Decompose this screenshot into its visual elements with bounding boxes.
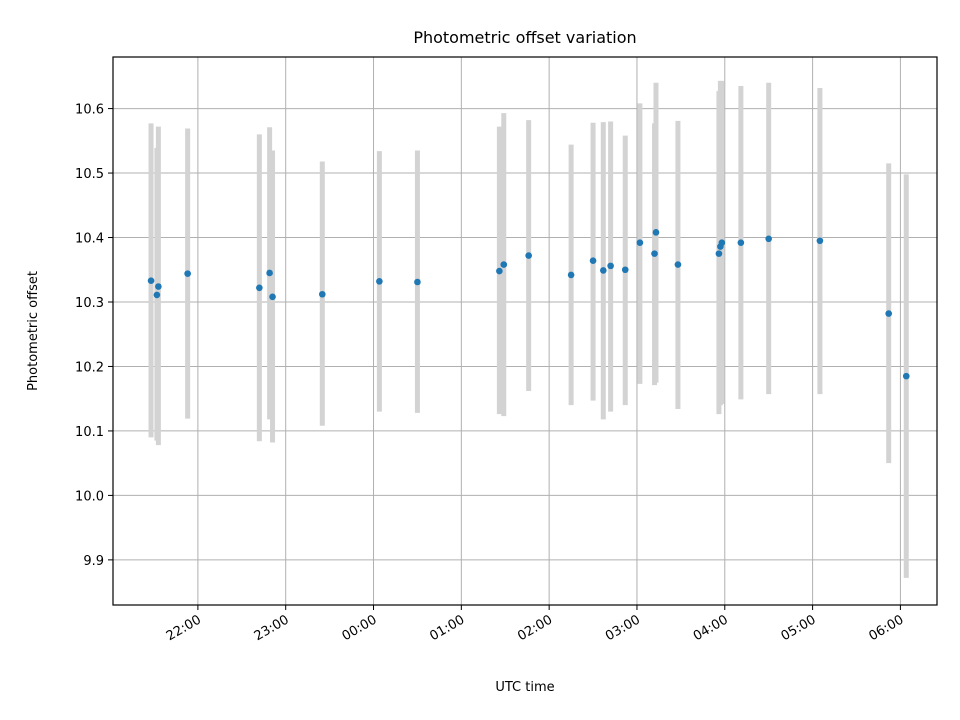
data-point [652, 229, 660, 236]
data-point [607, 262, 614, 270]
plot-frame [112, 56, 938, 606]
data-point [902, 372, 910, 380]
y-tick-label: 10.1 [75, 425, 104, 440]
data-point [155, 283, 162, 290]
data-point [376, 278, 383, 285]
data-point [496, 267, 503, 275]
data-point [266, 269, 273, 277]
data-point [765, 235, 772, 243]
data-point [636, 239, 644, 246]
x-axis-label: UTC time [495, 680, 554, 695]
data-point [718, 239, 726, 246]
grid-layer [113, 57, 937, 605]
data-point [525, 252, 532, 259]
data-point [715, 250, 723, 257]
data-point [567, 271, 575, 279]
data-point [256, 284, 263, 292]
data-point [269, 293, 276, 301]
chart-title: Photometric offset variation [413, 28, 636, 47]
data-point [674, 261, 682, 268]
data-point [500, 261, 508, 268]
y-tick-label: 10.5 [75, 167, 104, 182]
data-point [318, 290, 326, 298]
y-axis: 9.9 10.0 10.1 10.2 10.3 10.4 10.5 10.6 [75, 103, 113, 569]
data-point [589, 257, 597, 265]
data-point [600, 267, 607, 274]
data-point [816, 237, 824, 245]
y-tick-label: 10.3 [75, 296, 104, 311]
data-point [651, 250, 658, 257]
y-axis-label: Photometric offset [26, 271, 41, 391]
y-tick-label: 10.6 [75, 103, 104, 118]
data-point [184, 270, 191, 277]
y-tick-label: 10.0 [75, 489, 104, 504]
point-layer [147, 229, 910, 380]
data-point [153, 291, 161, 299]
data-point [737, 239, 745, 246]
y-tick-label: 10.4 [75, 232, 104, 247]
data-point [414, 278, 421, 286]
y-tick-label: 10.2 [75, 360, 104, 375]
data-point [885, 310, 893, 317]
data-point [621, 266, 629, 274]
data-point [147, 277, 155, 285]
y-tick-label: 9.9 [83, 554, 104, 569]
